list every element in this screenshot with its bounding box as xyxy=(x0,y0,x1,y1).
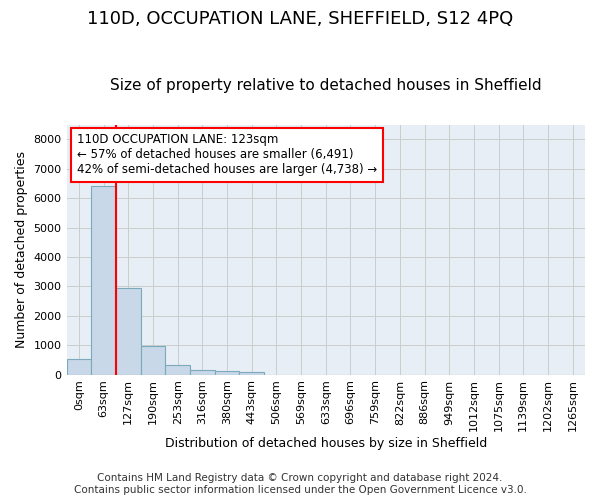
Title: Size of property relative to detached houses in Sheffield: Size of property relative to detached ho… xyxy=(110,78,542,93)
Text: Contains HM Land Registry data © Crown copyright and database right 2024.
Contai: Contains HM Land Registry data © Crown c… xyxy=(74,474,526,495)
Bar xyxy=(67,358,91,374)
Bar xyxy=(190,370,215,374)
Text: 110D OCCUPATION LANE: 123sqm
← 57% of detached houses are smaller (6,491)
42% of: 110D OCCUPATION LANE: 123sqm ← 57% of de… xyxy=(77,134,377,176)
Bar xyxy=(140,346,165,374)
Text: 110D, OCCUPATION LANE, SHEFFIELD, S12 4PQ: 110D, OCCUPATION LANE, SHEFFIELD, S12 4P… xyxy=(87,10,513,28)
Y-axis label: Number of detached properties: Number of detached properties xyxy=(15,151,28,348)
Bar xyxy=(165,364,190,374)
Bar xyxy=(91,186,116,374)
Bar xyxy=(116,288,140,374)
Bar xyxy=(239,372,264,374)
X-axis label: Distribution of detached houses by size in Sheffield: Distribution of detached houses by size … xyxy=(164,437,487,450)
Bar xyxy=(215,372,239,374)
